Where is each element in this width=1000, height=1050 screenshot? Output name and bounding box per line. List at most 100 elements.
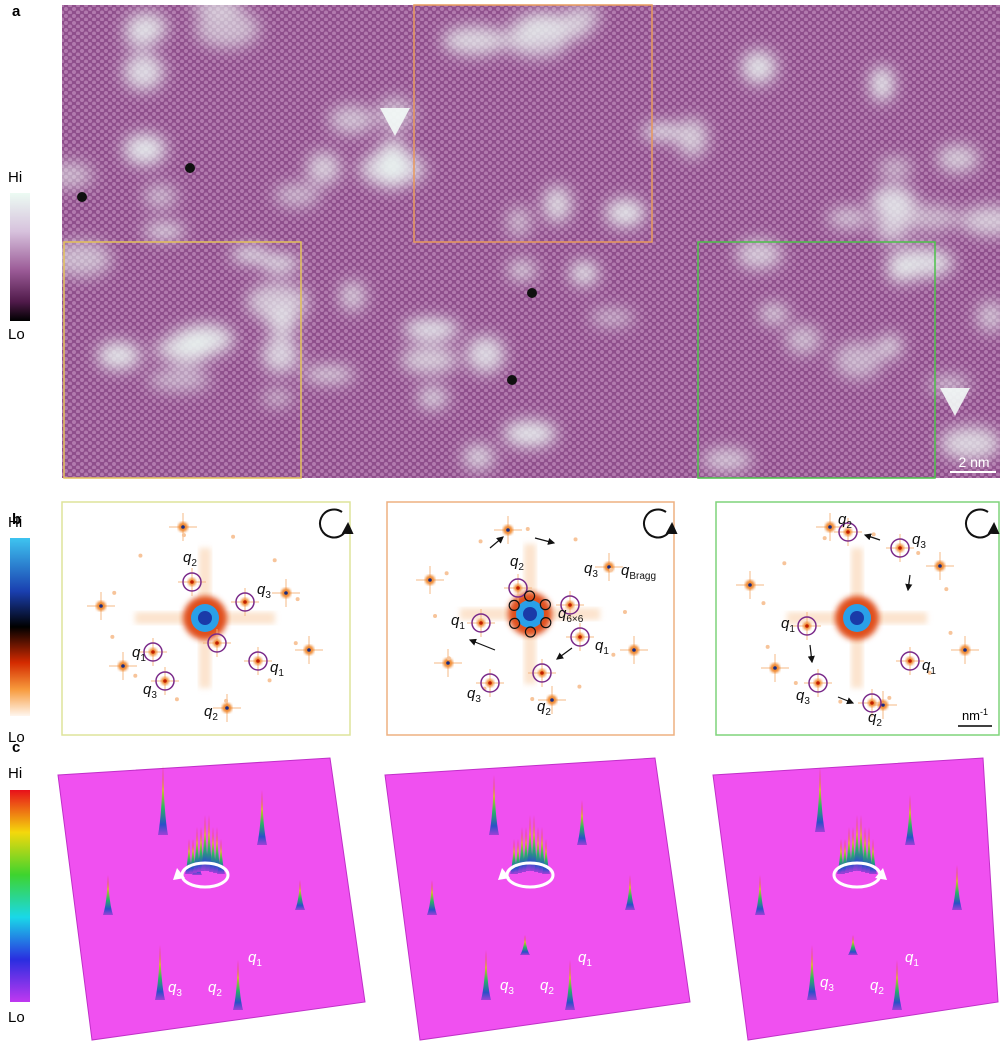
bragg-core (540, 671, 544, 675)
weak-spot (838, 700, 842, 704)
bright-region (605, 198, 646, 227)
bright-region (466, 335, 505, 373)
q-subscript: 3 (176, 988, 182, 999)
panel-label: a (12, 3, 21, 20)
weak-spot (479, 539, 483, 543)
colorbar-lo: Lo (8, 1009, 25, 1026)
q-subscript: 1 (586, 958, 592, 969)
bright-region (417, 386, 449, 410)
defect (527, 288, 537, 298)
bright-region (741, 50, 777, 84)
bragg-core (898, 546, 902, 550)
bragg-core (632, 648, 636, 652)
bragg-core (243, 600, 247, 604)
bright-region (878, 157, 913, 179)
colorbar-hi: Hi (8, 514, 22, 531)
q-subscript: 2 (878, 986, 884, 997)
defect (507, 375, 517, 385)
surface-plane (58, 758, 365, 1040)
weak-spot (944, 587, 948, 591)
bright-region (148, 369, 211, 391)
bright-region (827, 207, 870, 229)
bright-region (143, 184, 177, 209)
colorbar-lo: Lo (8, 326, 25, 343)
bright-region (507, 259, 536, 281)
bright-region (936, 145, 979, 173)
q-subscript: 1 (789, 624, 795, 635)
q-subscript: 3 (920, 540, 926, 551)
figure: a Hi Lo 2 nm b Hi Lo q2q3q1q1q3q2q2q3qBr… (0, 0, 1000, 1050)
bright-region (507, 206, 531, 237)
q-subscript: 3 (475, 694, 481, 705)
bragg-core (446, 661, 450, 665)
weak-spot (138, 554, 142, 558)
colorbar (10, 193, 30, 321)
bright-region (642, 123, 682, 141)
q-subscript: 3 (508, 986, 514, 997)
bright-region (328, 105, 375, 135)
bragg-core (938, 564, 942, 568)
weak-spot (611, 653, 615, 657)
bright-region (785, 325, 821, 355)
defect (185, 163, 195, 173)
weak-spot (182, 533, 186, 537)
bright-region (589, 309, 635, 327)
weak-spot (268, 678, 272, 682)
weak-spot (794, 681, 798, 685)
bright-region (887, 264, 915, 284)
center-core (198, 611, 212, 625)
q-subscript: 1 (930, 666, 936, 677)
bragg-core (99, 604, 103, 608)
bragg-core (870, 701, 874, 705)
q-subscript: 2 (846, 520, 852, 531)
bright-region (833, 341, 882, 379)
weak-spot (445, 571, 449, 575)
q-subscript: 2 (191, 558, 197, 569)
q-subscript: 3 (804, 696, 810, 707)
bright-region (231, 246, 269, 263)
bright-region (569, 261, 598, 286)
scale-bar-label: 2 nm (958, 454, 989, 470)
colorbar-hi: Hi (8, 765, 22, 782)
stm-image (44, 0, 1000, 478)
bright-region (898, 205, 960, 232)
weak-spot (224, 699, 228, 703)
bragg-core (578, 635, 582, 639)
bright-region (195, 9, 260, 48)
bright-region (463, 444, 495, 470)
weak-spot (766, 645, 770, 649)
weak-spot (823, 536, 827, 540)
weak-spot (574, 537, 578, 541)
bragg-core (428, 578, 432, 582)
bright-region (503, 420, 557, 447)
weak-spot (761, 601, 765, 605)
bragg-core (805, 624, 809, 628)
q-subscript: 2 (518, 562, 524, 573)
bragg-core (488, 681, 492, 685)
bragg-core (256, 659, 260, 663)
colorbar-hi: Hi (8, 169, 22, 186)
bragg-core (163, 679, 167, 683)
q-subscript: 2 (216, 988, 222, 999)
weak-spot (133, 674, 137, 678)
bragg-core (307, 648, 311, 652)
bright-region (123, 133, 166, 165)
weak-spot (887, 696, 891, 700)
weak-spot (110, 635, 114, 639)
bragg-core (748, 583, 752, 587)
weak-spot (231, 535, 235, 539)
bright-region (358, 151, 425, 187)
weak-spot (530, 697, 534, 701)
bright-region (163, 328, 213, 367)
colorbar (10, 538, 30, 716)
bragg-core (773, 666, 777, 670)
q-subscript: 6×6 (566, 614, 583, 625)
bright-region (870, 66, 894, 102)
bragg-core (516, 586, 520, 590)
weak-spot (526, 527, 530, 531)
bright-region (262, 336, 299, 374)
q-subscript: Bragg (629, 571, 656, 582)
q-subscript: 2 (876, 718, 882, 729)
bright-region (143, 223, 185, 239)
weak-spot (577, 685, 581, 689)
